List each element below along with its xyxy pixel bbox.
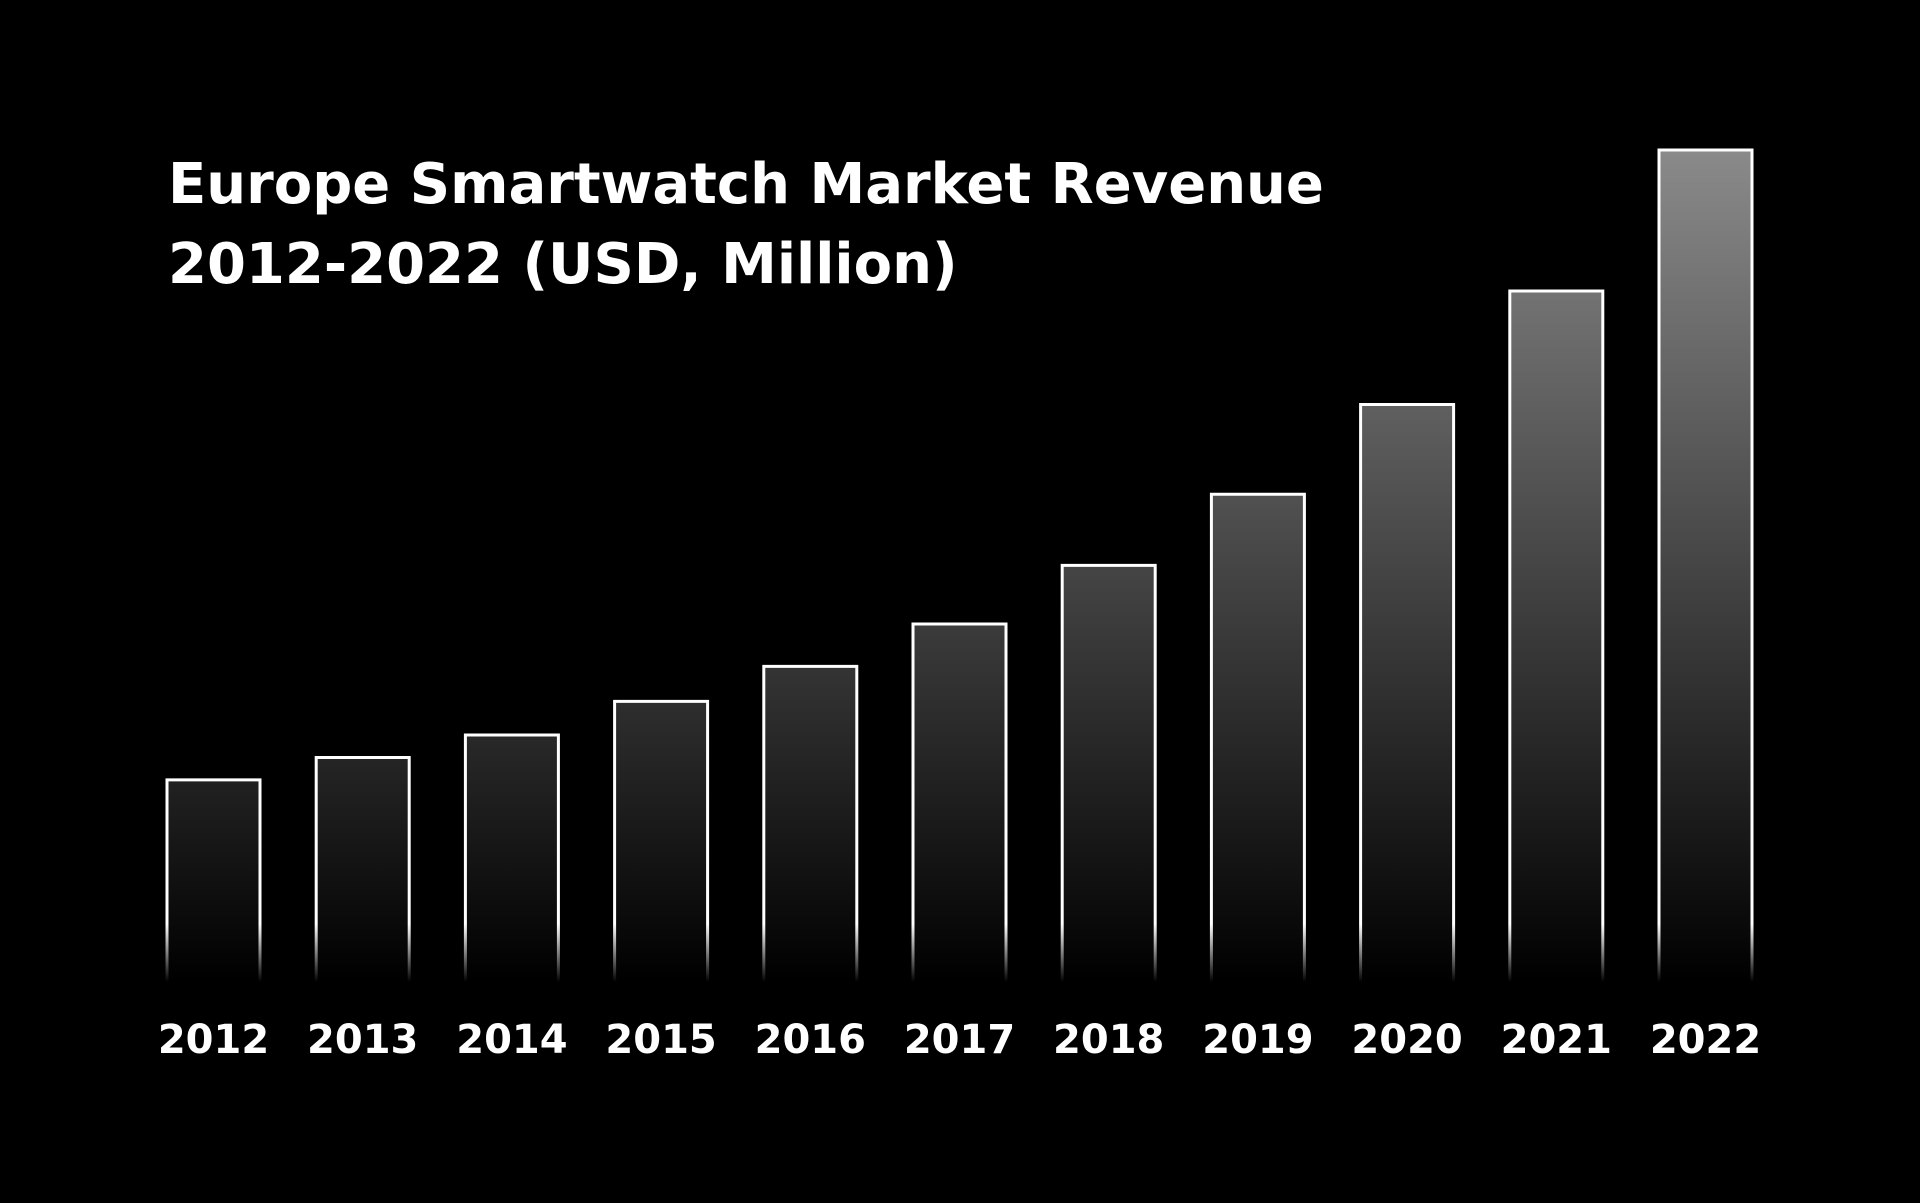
bar-2018 (1060, 563, 1157, 982)
bar-outline (911, 622, 1008, 982)
x-tick-label-2015: 2015 (605, 1017, 716, 1063)
bar-outline (1359, 402, 1456, 982)
bar-fill (1659, 150, 1752, 982)
bar-2021 (1508, 289, 1605, 983)
x-tick-label-2018: 2018 (1053, 1017, 1164, 1063)
bar-2020 (1359, 402, 1456, 982)
bar-fill (913, 624, 1006, 982)
bar-fill (614, 701, 708, 982)
bar-outline (165, 778, 262, 982)
bar-outline (762, 664, 859, 982)
x-tick-label-2017: 2017 (904, 1017, 1015, 1063)
x-tick-label-2020: 2020 (1351, 1017, 1462, 1063)
x-tick-label-2012: 2012 (158, 1017, 269, 1063)
bars-group (165, 148, 1754, 983)
bar-2016 (762, 664, 859, 982)
bar-fill (465, 735, 559, 982)
x-tick-label-2021: 2021 (1501, 1017, 1612, 1063)
bar-fill (167, 779, 260, 982)
bar-2014 (463, 733, 560, 982)
bar-2015 (613, 699, 710, 982)
bar-outline (1508, 289, 1605, 982)
bar-outline (1209, 492, 1306, 982)
bar-2017 (911, 622, 1008, 982)
bar-outline (613, 699, 710, 982)
x-tick-label-2016: 2016 (755, 1017, 866, 1063)
chart-title-line-1: Europe Smartwatch Market Revenue (168, 152, 1324, 217)
x-tick-label-2014: 2014 (456, 1017, 567, 1063)
bar-outline (463, 733, 560, 982)
bar-2012 (165, 778, 262, 982)
bar-fill (1062, 565, 1156, 982)
x-tick-label-2022: 2022 (1650, 1017, 1761, 1063)
bar-outline (314, 755, 411, 982)
bar-fill (763, 666, 857, 982)
chart-title-line-2: 2012-2022 (USD, Million) (168, 232, 958, 297)
bar-2019 (1209, 492, 1306, 982)
bar-fill (1211, 494, 1305, 982)
bar-2022 (1657, 148, 1754, 982)
bar-fill (316, 757, 410, 982)
bar-fill (1509, 290, 1603, 983)
bar-2013 (314, 755, 411, 982)
bar-fill (1360, 404, 1454, 982)
bar-outline (1060, 563, 1157, 982)
bar-outline (1657, 148, 1754, 982)
chart-title: Europe Smartwatch Market Revenue 2012-20… (168, 152, 1324, 297)
x-axis-tick-labels: 2012 2013 2014 2015 2016 2017 2018 2019 2020 2021… (158, 1017, 1761, 1063)
x-tick-label-2019: 2019 (1202, 1017, 1313, 1063)
x-tick-label-2013: 2013 (307, 1017, 418, 1063)
